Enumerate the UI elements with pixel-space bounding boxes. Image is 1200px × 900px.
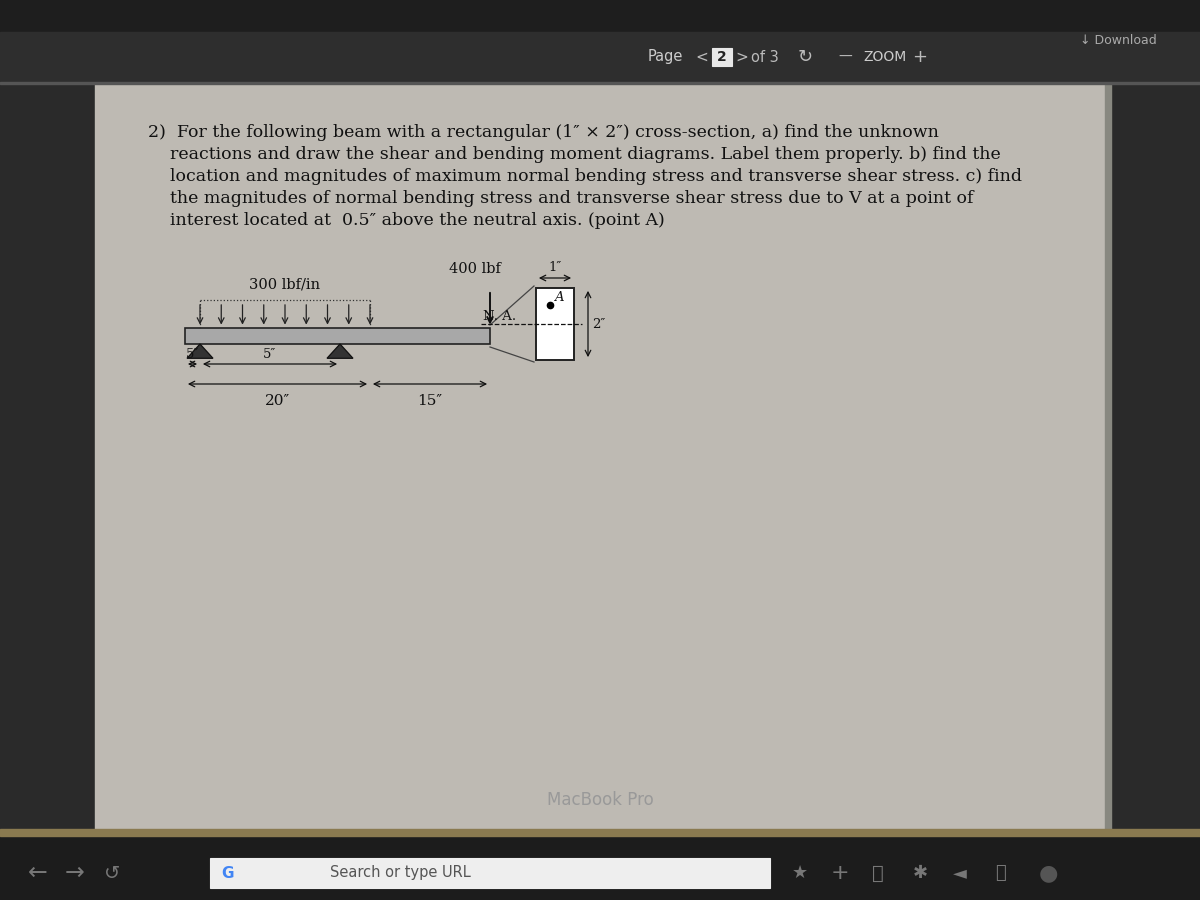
Bar (0, 832, 1200, 900)
Bar (712, 48, 732, 66)
Text: 2)  For the following beam with a rectangular (1″ × 2″) cross-section, a) find t: 2) For the following beam with a rectang… (148, 124, 938, 141)
Bar (97, 831, 1108, 836)
Text: ●: ● (1038, 863, 1057, 883)
Text: ★: ★ (792, 864, 808, 882)
Text: A: A (554, 291, 564, 303)
Text: ↓ Download: ↓ Download (1080, 33, 1157, 47)
Bar (0, 0, 1200, 65)
Bar (0, 32, 1200, 82)
Text: 5″: 5″ (186, 348, 199, 361)
Text: ↺: ↺ (104, 863, 120, 883)
Text: 300 lbf/in: 300 lbf/in (250, 278, 320, 292)
Text: ✱: ✱ (912, 864, 928, 882)
Text: Search or type URL: Search or type URL (330, 866, 470, 880)
Text: MacBook Pro: MacBook Pro (547, 791, 653, 809)
Bar (185, 328, 490, 344)
Polygon shape (326, 344, 353, 358)
Text: 〈: 〈 (872, 863, 884, 883)
Text: 2″: 2″ (592, 318, 605, 330)
Text: 15″: 15″ (418, 394, 443, 408)
Text: >: > (736, 50, 749, 65)
Text: reactions and draw the shear and bending moment diagrams. Label them properly. b: reactions and draw the shear and bending… (148, 146, 1001, 163)
Text: G: G (222, 866, 234, 880)
Text: →: → (65, 861, 85, 885)
Text: ZOOM: ZOOM (863, 50, 907, 64)
Text: of 3: of 3 (751, 50, 779, 65)
Text: +: + (830, 863, 850, 883)
Text: 5″: 5″ (263, 348, 277, 361)
Text: interest located at  0.5″ above the neutral axis. (point A): interest located at 0.5″ above the neutr… (148, 212, 665, 229)
Bar (95, 84, 1105, 832)
Text: 1″: 1″ (548, 261, 562, 274)
Bar (536, 288, 574, 360)
Text: +: + (912, 48, 928, 66)
Text: ↻: ↻ (798, 48, 812, 66)
Text: 🔊: 🔊 (995, 864, 1006, 882)
Text: ←: ← (28, 861, 48, 885)
Text: Page: Page (647, 50, 683, 65)
Bar (1105, 84, 1111, 830)
Bar (210, 858, 770, 888)
Text: N. A.: N. A. (482, 310, 516, 323)
Text: —: — (838, 50, 852, 64)
Text: 2: 2 (718, 50, 727, 64)
Text: 20″: 20″ (265, 394, 290, 408)
Bar (0, 0, 1200, 82)
Bar (0, 82, 1200, 84)
Bar (0, 829, 1200, 836)
Text: 400 lbf: 400 lbf (449, 262, 500, 276)
Text: the magnitudes of normal bending stress and transverse shear stress due to V at : the magnitudes of normal bending stress … (148, 190, 973, 207)
Text: ◄: ◄ (953, 864, 967, 882)
Text: location and magnitudes of maximum normal bending stress and transverse shear st: location and magnitudes of maximum norma… (148, 168, 1022, 185)
Polygon shape (187, 344, 214, 358)
Text: <: < (696, 50, 708, 65)
